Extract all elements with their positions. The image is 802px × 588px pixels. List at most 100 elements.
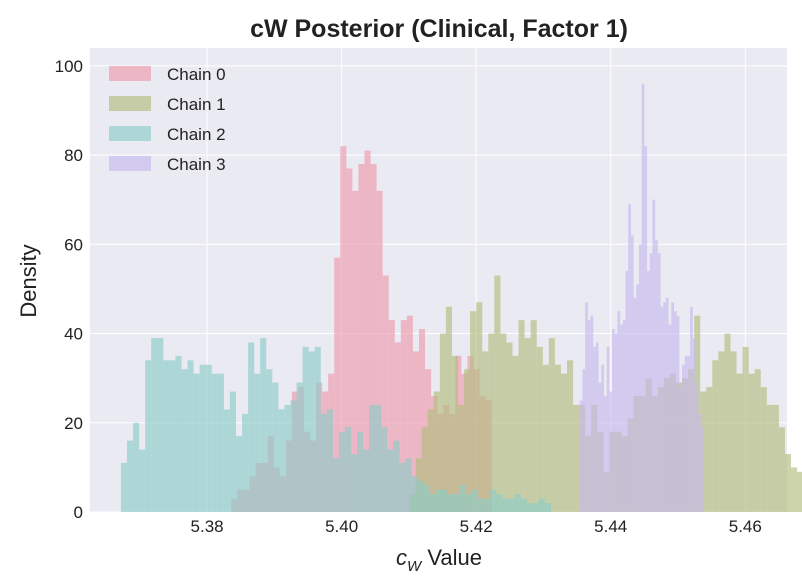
chart-title: cW Posterior (Clinical, Factor 1) [250,15,628,43]
legend-label: Chain 2 [167,125,226,144]
histogram-bar-chain-1 [445,306,452,512]
histogram-bar-chain-2 [351,454,358,512]
histogram-bar-chain-2 [199,364,206,512]
histogram-bar-chain-0 [352,190,359,512]
histogram-bar-chain-3 [614,333,618,512]
histogram-bar-chain-1 [742,346,749,512]
histogram-bar-chain-2 [357,431,364,512]
y-tick-label: 100 [55,57,83,76]
y-tick-label: 20 [64,414,83,433]
histogram-bar-chain-1 [476,302,483,512]
histogram-bar-chain-3 [690,306,693,512]
histogram-bar-chain-2 [332,458,339,512]
histogram-bar-chain-3 [617,311,621,512]
histogram-bar-chain-0 [370,164,377,512]
histogram-bar-chain-3 [641,83,645,512]
histogram-bar-chain-0 [334,257,341,512]
histogram-bar-chain-1 [784,454,792,512]
histogram-bar-chain-1 [573,404,580,512]
legend-label: Chain 1 [167,95,226,114]
histogram-bar-chain-1 [427,409,434,512]
histogram-bar-chain-2 [193,373,200,512]
histogram-bar-chain-1 [718,351,725,512]
y-tick-label: 80 [64,146,83,165]
histogram-bar-chain-1 [433,391,440,512]
histogram-bar-chain-2 [139,449,146,512]
histogram-bar-chain-2 [490,489,497,512]
histogram-bar-chain-2 [508,498,515,512]
histogram-bar-chain-2 [435,489,442,512]
histogram-bar-chain-2 [235,436,243,512]
histogram-bar-chain-2 [375,404,382,512]
histogram-bar-chain-3 [668,324,672,512]
histogram-bar-chain-2 [217,373,224,512]
histogram-bar-chain-1 [730,351,737,512]
histogram-bar-chain-2 [157,338,164,512]
histogram-bar-chain-1 [464,369,471,512]
histogram-bar-chain-3 [652,199,656,512]
histogram-bar-chain-0 [364,150,371,512]
histogram-bar-chain-1 [554,364,561,512]
histogram-bar-chain-2 [296,382,303,512]
x-tick-label: 5.38 [191,517,224,536]
x-axis-label-suffix: Value [421,545,482,570]
histogram-bar-chain-2 [399,462,406,512]
histogram-bar-chain-1 [488,333,495,512]
histogram-bar-chain-1 [500,333,507,512]
histogram-bar-chain-0 [346,168,353,512]
histogram-bar-chain-1 [760,387,767,512]
histogram-bar-chain-3 [587,320,591,512]
histogram-bar-chain-2 [369,404,376,512]
y-axis-label: Density [16,244,41,317]
histogram-bar-chain-2 [290,400,297,512]
histogram-bar-chain-2 [423,485,430,512]
x-tick-label: 5.42 [460,517,493,536]
histogram-bar-chain-3 [582,369,586,512]
histogram-bar-chain-2 [151,338,158,512]
histogram-bar-chain-3 [698,413,701,512]
histogram-bar-chain-2 [127,440,134,512]
histogram-bar-chain-2 [411,476,418,512]
histogram-bar-chain-2 [229,391,236,512]
y-tick-label: 0 [74,503,83,522]
histogram-bar-chain-2 [363,449,370,512]
histogram-bar-chain-1 [482,351,489,512]
histogram-bar-chain-2 [260,338,267,512]
histogram-bar-chain-1 [706,387,713,512]
x-axis-ticks: 5.38 5.40 5.42 5.44 5.46 [191,517,762,536]
histogram-bar-chain-2 [532,503,539,512]
histogram-bar-chain-2 [205,364,212,512]
legend-swatch [109,126,151,141]
histogram-bar-chain-0 [340,146,347,512]
histogram-bar-chain-2 [478,498,485,512]
histogram-bar-chain-3 [628,204,631,512]
y-tick-label: 60 [64,235,83,254]
histogram-bar-chain-0 [400,320,407,512]
histogram-bar-chain-3 [673,311,677,512]
histogram-bar-chain-3 [636,284,639,512]
histogram-bar-chain-3 [612,329,615,512]
histogram-bar-chain-3 [676,315,680,512]
histogram-bar-chain-2 [145,360,152,512]
histogram-bar-chain-3 [604,396,607,512]
histogram-bar-chain-3 [665,297,669,512]
legend-label: Chain 0 [167,65,226,84]
histogram-bar-chain-1 [536,346,543,512]
histogram-bar-chain-1 [791,467,798,512]
legend-swatch [109,66,151,81]
histogram-bar-chain-3 [609,391,613,512]
histogram-bar-chain-1 [512,355,519,512]
histogram-bar-chain-1 [530,320,537,512]
histogram-bar-chain-3 [657,253,661,512]
histogram-bar-chain-0 [358,164,365,512]
histogram-bar-chain-2 [133,422,140,512]
histogram-bar-chain-2 [496,494,503,512]
histogram-bar-chain-3 [606,346,610,512]
histogram-bar-chain-2 [211,373,218,512]
histogram-bar-chain-1 [542,364,549,512]
histogram-bar-chain-3 [647,271,650,512]
histogram-bar-chain-3 [663,302,666,512]
histogram-bar-chain-3 [679,387,683,512]
histogram-bar-chain-2 [514,494,521,512]
histogram-bar-chain-1 [748,373,755,512]
